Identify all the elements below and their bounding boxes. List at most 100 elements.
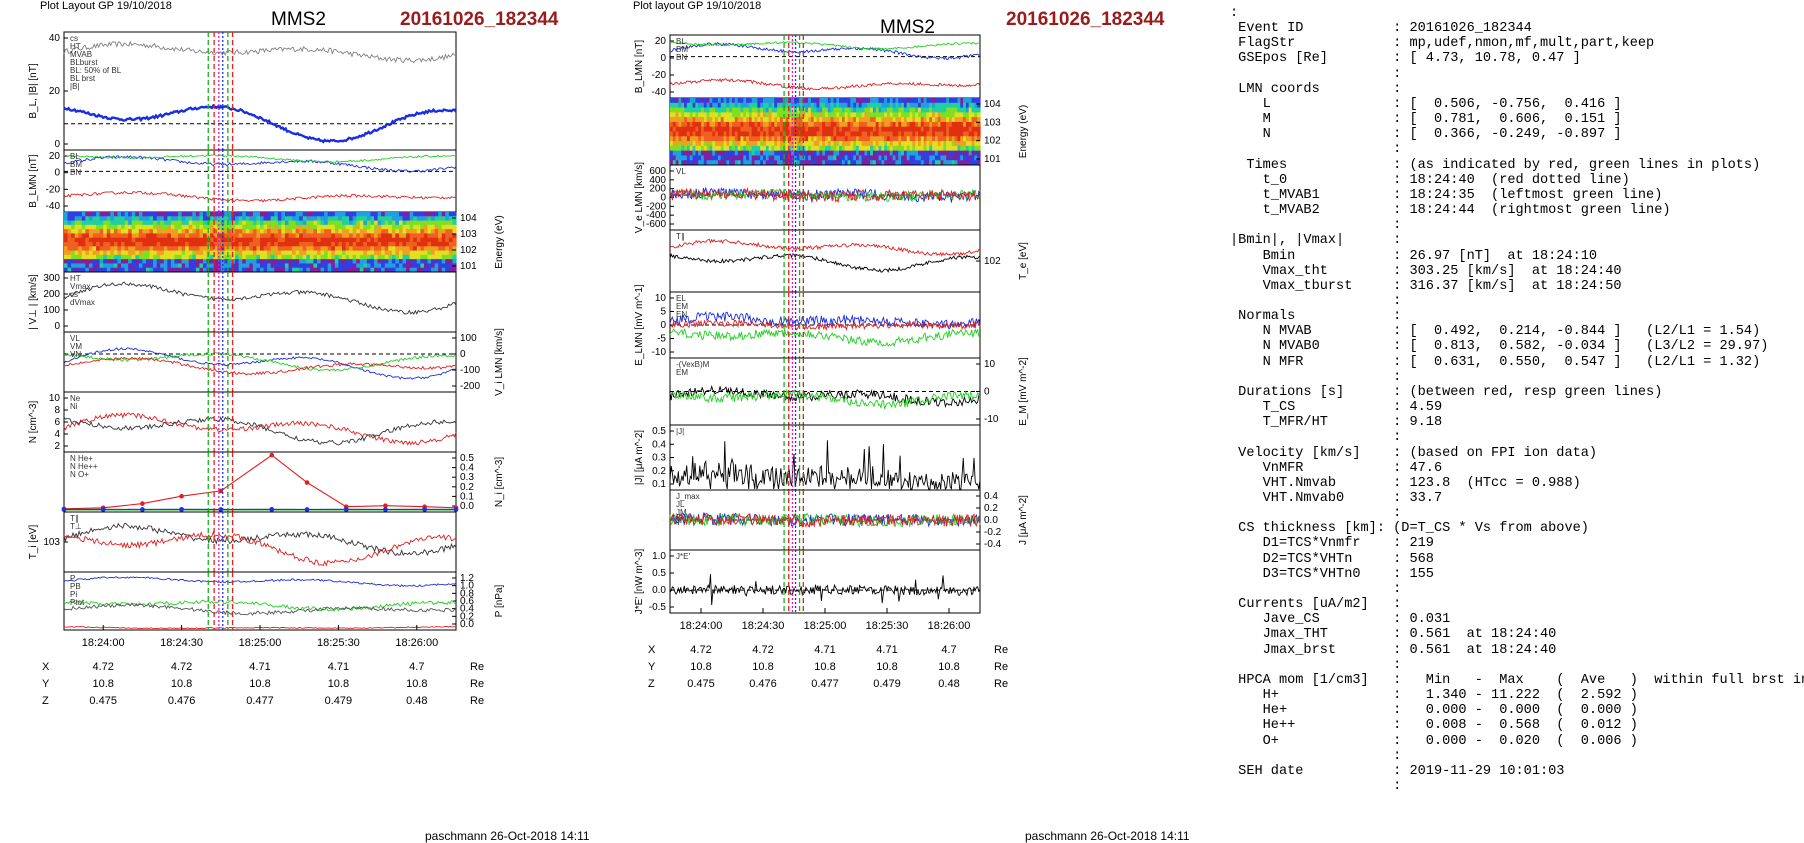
spectrogram-cell xyxy=(338,238,342,243)
spectrogram-cell xyxy=(381,238,385,243)
spectrogram-cell xyxy=(125,246,129,251)
spectrogram-cell xyxy=(285,238,289,243)
spectrogram-cell xyxy=(235,238,239,243)
spectrogram-cell xyxy=(370,212,374,217)
spectrogram-cell xyxy=(264,246,268,251)
spectrogram-cell xyxy=(64,246,68,251)
spectrogram-cell xyxy=(385,221,389,226)
spectrogram-cell xyxy=(271,229,275,234)
spectrogram-cell xyxy=(292,251,296,256)
spectrogram-cell xyxy=(117,259,121,264)
coord-unit: Re xyxy=(994,644,1008,656)
y-tick-label: 0.3 xyxy=(652,453,666,464)
spectrogram-cell xyxy=(260,216,264,221)
spectrogram-cell xyxy=(64,255,68,260)
spectrogram-cell xyxy=(246,229,250,234)
spectrogram-cell xyxy=(281,212,285,217)
spectrogram-cell xyxy=(356,255,360,260)
spectrogram-cell xyxy=(399,251,403,256)
spectrogram-cell xyxy=(285,246,289,251)
spectrogram-cell xyxy=(435,212,439,217)
spectrogram-cell xyxy=(249,233,253,238)
spectrogram-cell xyxy=(349,259,353,264)
spectrogram-cell xyxy=(128,216,132,221)
spectrogram-cell xyxy=(338,212,342,217)
spectrogram-cell xyxy=(239,263,243,268)
spectrogram-cell xyxy=(335,238,339,243)
coord-value: 4.72 xyxy=(171,661,192,673)
spectrogram-cell xyxy=(410,216,414,221)
spectrogram-cell xyxy=(424,255,428,260)
spectrogram-cell xyxy=(142,251,146,256)
spectrogram-cell xyxy=(274,251,278,256)
spectrogram-cell xyxy=(317,251,321,256)
spectrogram-cell xyxy=(381,216,385,221)
spectrogram-cell xyxy=(135,216,139,221)
coord-label: Y xyxy=(648,661,656,673)
spectrogram-cell xyxy=(93,212,97,217)
y-tick-label: 0.5 xyxy=(652,568,666,579)
y-tick-label: 10 xyxy=(984,359,996,370)
spectrogram-cell xyxy=(85,216,89,221)
legend-entry: EN xyxy=(676,310,687,319)
legend-entry: T⊥ xyxy=(70,522,82,531)
time-tick-label: 18:25:00 xyxy=(239,637,282,649)
spectrogram-cell xyxy=(410,221,414,226)
spectrogram-cell xyxy=(385,246,389,251)
spectrogram-cell xyxy=(142,216,146,221)
spectrogram-cell xyxy=(399,212,403,217)
spectrogram-cell xyxy=(331,251,335,256)
spectrogram-cell xyxy=(321,263,325,268)
spectrogram-cell xyxy=(324,229,328,234)
spectrogram-cell xyxy=(239,255,243,260)
spectrogram-cell xyxy=(299,255,303,260)
spectrogram-cell xyxy=(296,255,300,260)
spectrogram-cell xyxy=(228,246,232,251)
coord-value: 10.8 xyxy=(328,678,349,690)
spectrogram-cell xyxy=(153,225,157,230)
spectrogram-cell xyxy=(346,221,350,226)
spectrogram-cell xyxy=(121,246,125,251)
spectrogram-cell xyxy=(117,212,121,217)
spectrogram-cell xyxy=(356,238,360,243)
spectrogram-cell xyxy=(321,242,325,247)
spectrogram-cell xyxy=(125,238,129,243)
spectrogram-cell xyxy=(167,255,171,260)
coord-value: 4.72 xyxy=(690,644,711,656)
spectrogram-cell xyxy=(178,242,182,247)
y-axis-label: J [μA m^-2] xyxy=(1018,495,1029,545)
spectrogram-cell xyxy=(378,263,382,268)
spectrogram-cell xyxy=(146,233,150,238)
spectrogram-cell xyxy=(192,221,196,226)
spectrogram-cell xyxy=(178,229,182,234)
spectrogram-cell xyxy=(125,255,129,260)
spectrogram-cell xyxy=(142,259,146,264)
spectrogram-cell xyxy=(353,229,357,234)
y-tick-label: 102 xyxy=(984,136,1001,147)
spectrogram-cell xyxy=(374,221,378,226)
spectrogram-cell xyxy=(413,225,417,230)
spectrogram-cell xyxy=(299,259,303,264)
spectrogram-cell xyxy=(142,242,146,247)
spectrogram-cell xyxy=(417,263,421,268)
spectrogram-cell xyxy=(160,255,164,260)
spectrogram-cell xyxy=(96,246,100,251)
spectrogram-cell xyxy=(78,246,82,251)
spectrogram-cell xyxy=(392,246,396,251)
spectrogram-cell xyxy=(242,263,246,268)
spectrogram-cell xyxy=(228,233,232,238)
spectrogram-cell xyxy=(392,229,396,234)
spectrogram-cell xyxy=(303,229,307,234)
spectrogram-cell xyxy=(395,259,399,264)
spectrogram-cell xyxy=(260,242,264,247)
spectrogram-cell xyxy=(378,246,382,251)
spectrogram-cell xyxy=(438,242,442,247)
spectrogram-cell xyxy=(310,246,314,251)
spectrogram-cell xyxy=(107,212,111,217)
spectrogram-cell xyxy=(449,225,453,230)
spectrogram-cell xyxy=(139,263,143,268)
panel-frame xyxy=(64,150,456,212)
spectrogram-cell xyxy=(353,216,357,221)
spectrogram-cell xyxy=(93,216,97,221)
